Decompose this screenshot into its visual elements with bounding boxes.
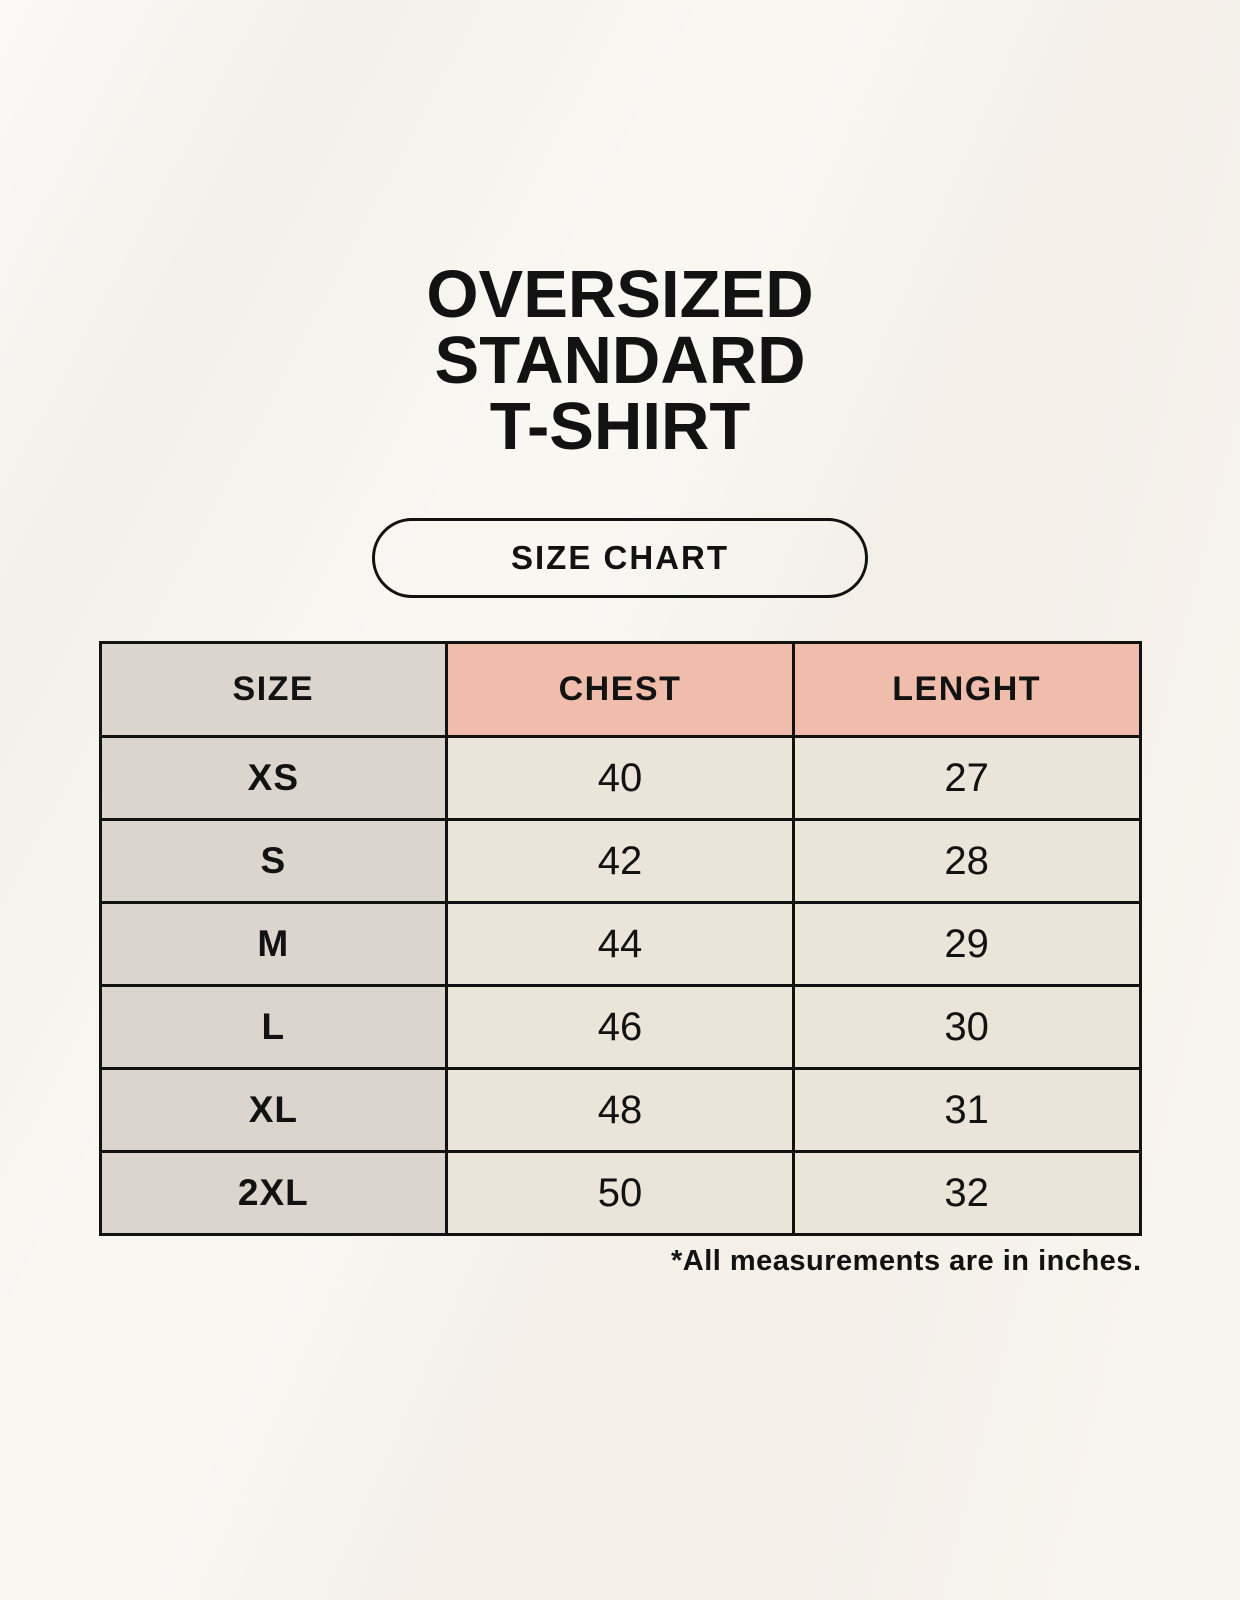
size-chart-button-label: SIZE CHART xyxy=(511,539,729,576)
size-label: S xyxy=(98,818,449,904)
table-row-l: L 46 30 xyxy=(98,984,1142,1070)
table-row-s: S 42 28 xyxy=(98,818,1142,904)
size-chart-table: SIZE CHEST LENGHT XS 40 27 S 42 28 M xyxy=(98,641,1142,1236)
table-row-m: M 44 29 xyxy=(98,901,1142,987)
length-value: 27 xyxy=(791,735,1142,821)
page-title-line-1: OVERSIZED xyxy=(426,257,814,332)
size-chart-button[interactable]: SIZE CHART xyxy=(372,518,868,598)
column-header-length: LENGHT xyxy=(791,641,1142,738)
size-label: L xyxy=(98,984,449,1070)
chest-value: 50 xyxy=(445,1150,795,1236)
table-row-xl: XL 48 31 xyxy=(98,1067,1142,1153)
chest-value: 42 xyxy=(445,818,795,904)
table-header-row: SIZE CHEST LENGHT xyxy=(98,641,1142,738)
length-value: 30 xyxy=(791,984,1142,1070)
page-title: OVERSIZED STANDARD T-SHIRT xyxy=(0,0,1240,460)
column-header-size: SIZE xyxy=(98,641,449,738)
size-label: M xyxy=(98,901,449,987)
length-value: 32 xyxy=(791,1150,1142,1236)
chest-value: 46 xyxy=(445,984,795,1070)
table-row-2xl: 2XL 50 32 xyxy=(98,1150,1142,1236)
size-chart-table-wrapper: SIZE CHEST LENGHT XS 40 27 S 42 28 M xyxy=(98,641,1142,1278)
length-value: 31 xyxy=(791,1067,1142,1153)
size-label: XS xyxy=(98,735,449,821)
length-value: 28 xyxy=(791,818,1142,904)
size-label: XL xyxy=(98,1067,449,1153)
page-title-line-2: STANDARD xyxy=(434,323,806,398)
chest-value: 40 xyxy=(445,735,795,821)
measurements-footnote: *All measurements are in inches. xyxy=(670,1245,1142,1277)
size-label: 2XL xyxy=(98,1150,449,1236)
page-title-line-3: T-SHIRT xyxy=(489,389,751,464)
table-row-xs: XS 40 27 xyxy=(98,735,1142,821)
chest-value: 48 xyxy=(445,1067,795,1153)
chest-value: 44 xyxy=(445,901,795,987)
column-header-chest: CHEST xyxy=(445,641,795,738)
length-value: 29 xyxy=(791,901,1142,987)
